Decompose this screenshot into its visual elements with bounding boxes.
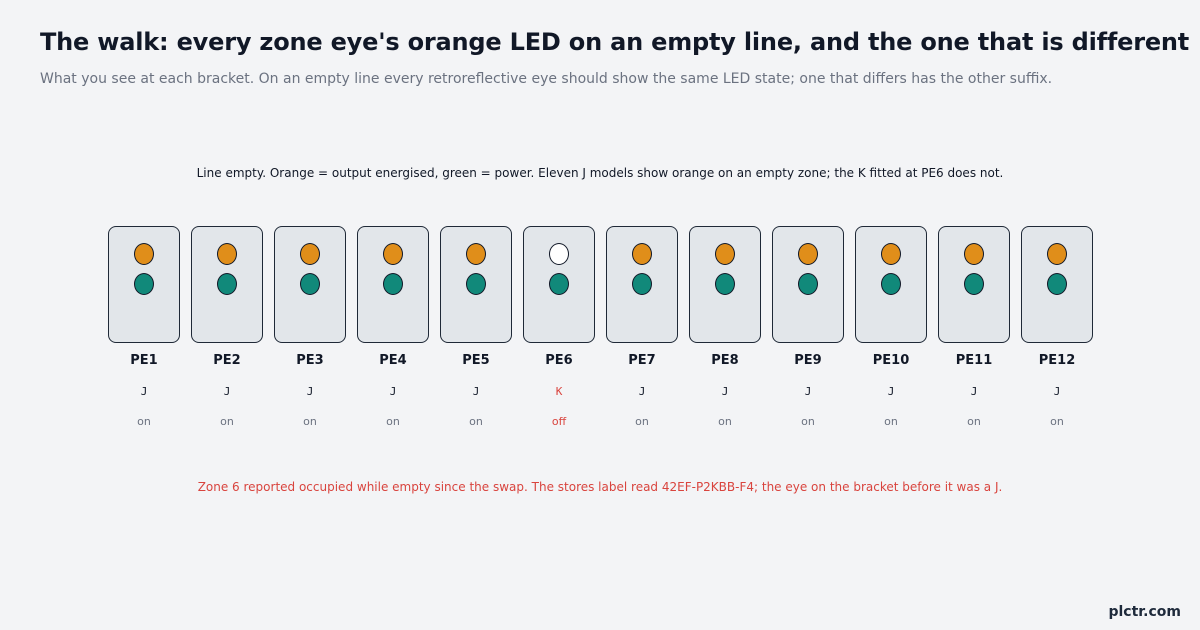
sensor-model-label: J	[887, 385, 895, 398]
orange-output-led-icon	[881, 243, 901, 265]
sensor-state-label: on	[801, 415, 815, 428]
sensor-name-label: PE12	[1038, 353, 1076, 368]
sensor-name-label: PE8	[711, 353, 739, 368]
orange-output-led-icon	[632, 243, 652, 265]
sensor-model-label: J	[140, 385, 148, 398]
green-power-led-icon	[549, 273, 569, 295]
green-power-led-icon	[466, 273, 486, 295]
sensor-state-label: on	[469, 415, 483, 428]
sensor-body	[523, 226, 595, 343]
diagram-caption: Line empty. Orange = output energised, g…	[196, 166, 1004, 180]
sensor-model-label: J	[223, 385, 231, 398]
sensor-state-label: on	[303, 415, 317, 428]
sensor-body	[606, 226, 678, 343]
orange-output-led-icon	[134, 243, 154, 265]
orange-output-led-icon	[466, 243, 486, 265]
sensor-name-label: PE3	[296, 353, 324, 368]
sensor-model-label: J	[970, 385, 978, 398]
sensor-model-label: J	[721, 385, 729, 398]
sensor-model-label: J	[1053, 385, 1061, 398]
sensor-model-label: K	[555, 385, 563, 398]
sensor-state-label: on	[718, 415, 732, 428]
sensor-state-label: on	[220, 415, 234, 428]
orange-output-led-icon	[964, 243, 984, 265]
brand-logo: plctr.com	[1108, 604, 1181, 620]
sensor-state-label: on	[386, 415, 400, 428]
sensor-model-label: J	[472, 385, 480, 398]
sensor-body	[772, 226, 844, 343]
sensor-body	[357, 226, 429, 343]
sensor-name-label: PE11	[955, 353, 993, 368]
green-power-led-icon	[798, 273, 818, 295]
green-power-led-icon	[300, 273, 320, 295]
sensor-body	[440, 226, 512, 343]
green-power-led-icon	[632, 273, 652, 295]
page-title: The walk: every zone eye's orange LED on…	[40, 28, 1190, 56]
page-subtitle: What you see at each bracket. On an empt…	[40, 71, 1053, 87]
sensor-body	[274, 226, 346, 343]
sensor-state-label: off	[551, 415, 567, 428]
sensor-state-label: on	[967, 415, 981, 428]
orange-output-led-icon	[217, 243, 237, 265]
sensor-body	[938, 226, 1010, 343]
sensor-body	[108, 226, 180, 343]
sensor-body	[689, 226, 761, 343]
green-power-led-icon	[1047, 273, 1067, 295]
fault-note: Zone 6 reported occupied while empty sin…	[197, 480, 1003, 494]
green-power-led-icon	[964, 273, 984, 295]
green-power-led-icon	[715, 273, 735, 295]
sensor-model-label: J	[389, 385, 397, 398]
sensor-model-label: J	[306, 385, 314, 398]
sensor-body	[1021, 226, 1093, 343]
orange-output-led-icon	[300, 243, 320, 265]
sensor-name-label: PE4	[379, 353, 407, 368]
sensor-state-label: on	[1050, 415, 1064, 428]
sensor-state-label: on	[884, 415, 898, 428]
sensor-state-label: on	[635, 415, 649, 428]
orange-output-led-icon	[549, 243, 569, 265]
sensor-name-label: PE10	[872, 353, 910, 368]
sensor-name-label: PE1	[130, 353, 158, 368]
orange-output-led-icon	[1047, 243, 1067, 265]
orange-output-led-icon	[383, 243, 403, 265]
sensor-name-label: PE6	[545, 353, 573, 368]
orange-output-led-icon	[798, 243, 818, 265]
sensor-name-label: PE7	[628, 353, 656, 368]
sensor-name-label: PE5	[462, 353, 490, 368]
sensor-body	[855, 226, 927, 343]
sensor-body	[191, 226, 263, 343]
sensor-model-label: J	[638, 385, 646, 398]
sensor-name-label: PE2	[213, 353, 241, 368]
sensor-state-label: on	[137, 415, 151, 428]
sensor-name-label: PE9	[794, 353, 822, 368]
green-power-led-icon	[383, 273, 403, 295]
green-power-led-icon	[217, 273, 237, 295]
green-power-led-icon	[881, 273, 901, 295]
orange-output-led-icon	[715, 243, 735, 265]
sensor-model-label: J	[804, 385, 812, 398]
green-power-led-icon	[134, 273, 154, 295]
